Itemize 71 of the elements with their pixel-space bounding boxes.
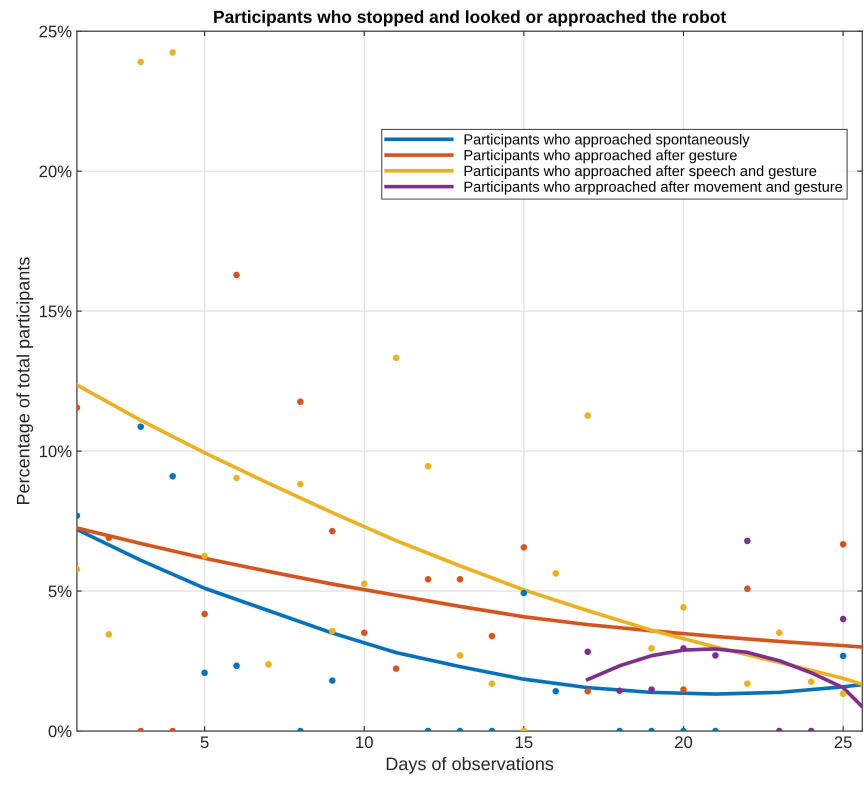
point	[137, 58, 144, 66]
point	[744, 680, 751, 687]
point	[201, 610, 208, 618]
legend-label: Participants who approached after gesture	[464, 150, 737, 164]
point	[552, 570, 560, 577]
point	[392, 665, 400, 672]
point	[680, 604, 687, 611]
point	[329, 628, 336, 634]
x-tick-label: 15	[516, 736, 532, 748]
point	[360, 629, 368, 636]
point	[808, 678, 814, 685]
chart-title: Participants who stopped and looked or approached the robot	[214, 10, 726, 26]
point	[488, 680, 496, 687]
point	[424, 576, 432, 583]
x-tick-label: 25	[834, 736, 852, 748]
point	[456, 652, 464, 659]
point	[488, 632, 496, 640]
point	[265, 661, 272, 668]
y-tick-label: 15%	[40, 306, 72, 318]
point	[840, 652, 846, 660]
line-series	[76, 528, 862, 696]
x-tick-label: 5	[200, 736, 209, 748]
point	[456, 576, 464, 583]
point	[680, 645, 687, 652]
point	[392, 354, 400, 362]
point	[233, 662, 240, 670]
point	[840, 616, 846, 622]
x-axis-title: Days of observations	[386, 756, 554, 774]
x-tick-label: 10	[356, 736, 373, 748]
point	[616, 687, 623, 694]
line-series	[76, 383, 862, 686]
point	[329, 528, 336, 534]
y-tick-label: 20%	[40, 166, 72, 178]
point	[233, 474, 240, 482]
point	[201, 552, 208, 560]
point	[424, 462, 432, 470]
point	[297, 480, 304, 488]
point	[169, 49, 176, 56]
point	[106, 631, 112, 638]
legend-label: Participants who approached spontaneously	[464, 134, 750, 148]
point	[297, 398, 304, 406]
point	[648, 645, 655, 652]
point	[840, 541, 846, 548]
y-tick-label: 0%	[48, 725, 72, 738]
point	[712, 652, 719, 659]
line-series	[76, 526, 862, 649]
point	[776, 629, 783, 636]
point	[648, 686, 655, 693]
point	[744, 586, 751, 592]
point	[520, 590, 528, 596]
point	[840, 690, 846, 698]
y-tick-label: 25%	[40, 26, 72, 38]
x-tick-label: 20	[675, 736, 692, 748]
legend-label: Participants who arpproached after movement and gesture	[464, 181, 842, 195]
point	[584, 688, 591, 695]
point	[233, 272, 240, 278]
point	[169, 473, 176, 480]
y-tick-label: 5%	[48, 586, 72, 598]
point	[201, 670, 208, 676]
y-tick-label: 10%	[40, 445, 72, 458]
legend-label: Participants who approached after speech and gesture	[464, 165, 816, 179]
point	[744, 538, 751, 544]
point	[552, 688, 560, 695]
point	[584, 412, 591, 419]
y-axis-title: Percentage of total participants	[16, 257, 34, 504]
point	[520, 544, 528, 551]
point	[329, 677, 336, 684]
point	[137, 423, 144, 430]
point	[680, 686, 687, 693]
point	[584, 648, 591, 656]
point	[360, 580, 368, 588]
